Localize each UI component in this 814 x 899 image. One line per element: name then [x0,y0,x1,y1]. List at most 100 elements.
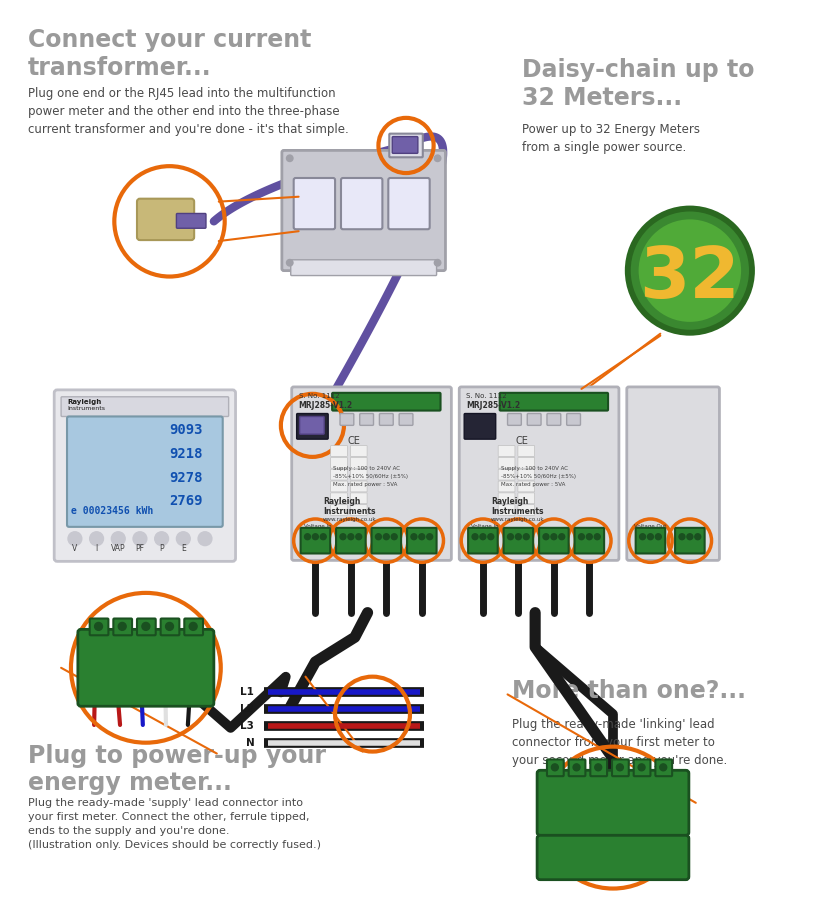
Text: Plug to power-up your
energy meter...: Plug to power-up your energy meter... [28,743,326,796]
Circle shape [375,534,382,539]
Circle shape [392,534,397,539]
FancyBboxPatch shape [330,446,348,457]
FancyBboxPatch shape [78,629,214,707]
FancyBboxPatch shape [336,528,365,554]
Circle shape [133,532,147,546]
Circle shape [551,764,558,770]
Text: www.rayleigh.co.uk: www.rayleigh.co.uk [323,517,377,522]
FancyBboxPatch shape [518,469,535,480]
Circle shape [480,534,486,539]
Text: PF: PF [135,545,144,554]
FancyBboxPatch shape [399,414,413,425]
Text: Supply : 100 to 240V AC: Supply : 100 to 240V AC [333,466,400,471]
Circle shape [695,534,701,539]
FancyBboxPatch shape [518,504,535,515]
FancyBboxPatch shape [392,137,418,154]
FancyBboxPatch shape [184,619,203,636]
Circle shape [595,764,602,770]
Text: S. No. 1112: S. No. 1112 [299,393,339,399]
Text: N: N [246,738,254,748]
FancyBboxPatch shape [341,178,383,229]
Text: I: I [95,545,98,554]
FancyBboxPatch shape [350,504,367,515]
Circle shape [177,532,190,546]
FancyBboxPatch shape [498,469,515,480]
Circle shape [543,534,549,539]
FancyBboxPatch shape [500,393,608,411]
Text: CE: CE [348,436,361,446]
FancyBboxPatch shape [612,760,628,776]
FancyBboxPatch shape [498,458,515,468]
FancyBboxPatch shape [332,393,440,411]
FancyBboxPatch shape [90,619,108,636]
FancyBboxPatch shape [330,458,348,468]
FancyBboxPatch shape [330,469,348,480]
Text: MRJ285-V1.2: MRJ285-V1.2 [299,401,352,410]
Text: L3: L3 [240,721,254,731]
Circle shape [523,534,529,539]
FancyBboxPatch shape [569,760,585,776]
FancyBboxPatch shape [350,469,367,480]
Text: MRJ285-V1.2: MRJ285-V1.2 [466,401,520,410]
FancyBboxPatch shape [567,414,580,425]
FancyBboxPatch shape [518,493,535,503]
Text: V: V [72,545,77,554]
FancyBboxPatch shape [547,414,561,425]
FancyBboxPatch shape [330,504,348,515]
FancyBboxPatch shape [294,178,335,229]
Circle shape [660,764,667,770]
Circle shape [313,534,318,539]
Text: Voltage In: Voltage In [471,524,499,529]
Circle shape [189,622,197,630]
Text: Plug the ready-made 'supply' lead connector into
your first meter. Connect the o: Plug the ready-made 'supply' lead connec… [28,798,321,850]
Text: 9278: 9278 [169,470,203,485]
FancyBboxPatch shape [350,458,367,468]
Circle shape [573,764,580,770]
Text: L2: L2 [240,704,254,714]
Text: VAP: VAP [111,545,125,554]
Circle shape [638,764,645,770]
Circle shape [90,532,103,546]
Circle shape [594,534,600,539]
Circle shape [340,534,346,539]
FancyBboxPatch shape [508,414,521,425]
Text: Rayleigh: Rayleigh [491,497,528,506]
Circle shape [558,534,565,539]
FancyBboxPatch shape [527,414,541,425]
FancyBboxPatch shape [636,528,665,554]
FancyBboxPatch shape [282,150,445,271]
Text: -85%+10% 50/60Hz (±5%): -85%+10% 50/60Hz (±5%) [501,474,575,478]
FancyBboxPatch shape [137,199,195,240]
Text: Plug the ready-made 'linking' lead
connector from your first meter to
your secon: Plug the ready-made 'linking' lead conne… [513,718,728,767]
FancyBboxPatch shape [627,387,720,560]
Circle shape [419,534,425,539]
Circle shape [112,532,125,546]
FancyBboxPatch shape [518,446,535,457]
Text: Instruments: Instruments [491,507,543,516]
FancyBboxPatch shape [113,619,132,636]
Circle shape [508,534,514,539]
FancyBboxPatch shape [177,213,206,228]
Circle shape [655,534,661,539]
Circle shape [304,534,310,539]
Text: CE: CE [515,436,528,446]
Text: L1: L1 [240,688,254,698]
Circle shape [411,534,417,539]
Circle shape [434,155,441,162]
FancyBboxPatch shape [55,390,235,561]
Circle shape [142,622,150,630]
Circle shape [551,534,557,539]
Text: E: E [181,545,186,554]
Text: Max. rated power : 5VA: Max. rated power : 5VA [501,482,565,486]
Circle shape [586,534,593,539]
Text: Supply : 100 to 240V AC: Supply : 100 to 240V AC [501,466,567,471]
Circle shape [348,534,354,539]
FancyBboxPatch shape [539,528,569,554]
FancyBboxPatch shape [407,528,436,554]
Text: S. No. 1112: S. No. 1112 [466,393,507,399]
FancyBboxPatch shape [675,528,705,554]
FancyBboxPatch shape [498,504,515,515]
FancyBboxPatch shape [504,528,533,554]
Circle shape [579,534,584,539]
Text: Daisy-chain up to
32 Meters...: Daisy-chain up to 32 Meters... [523,58,755,110]
